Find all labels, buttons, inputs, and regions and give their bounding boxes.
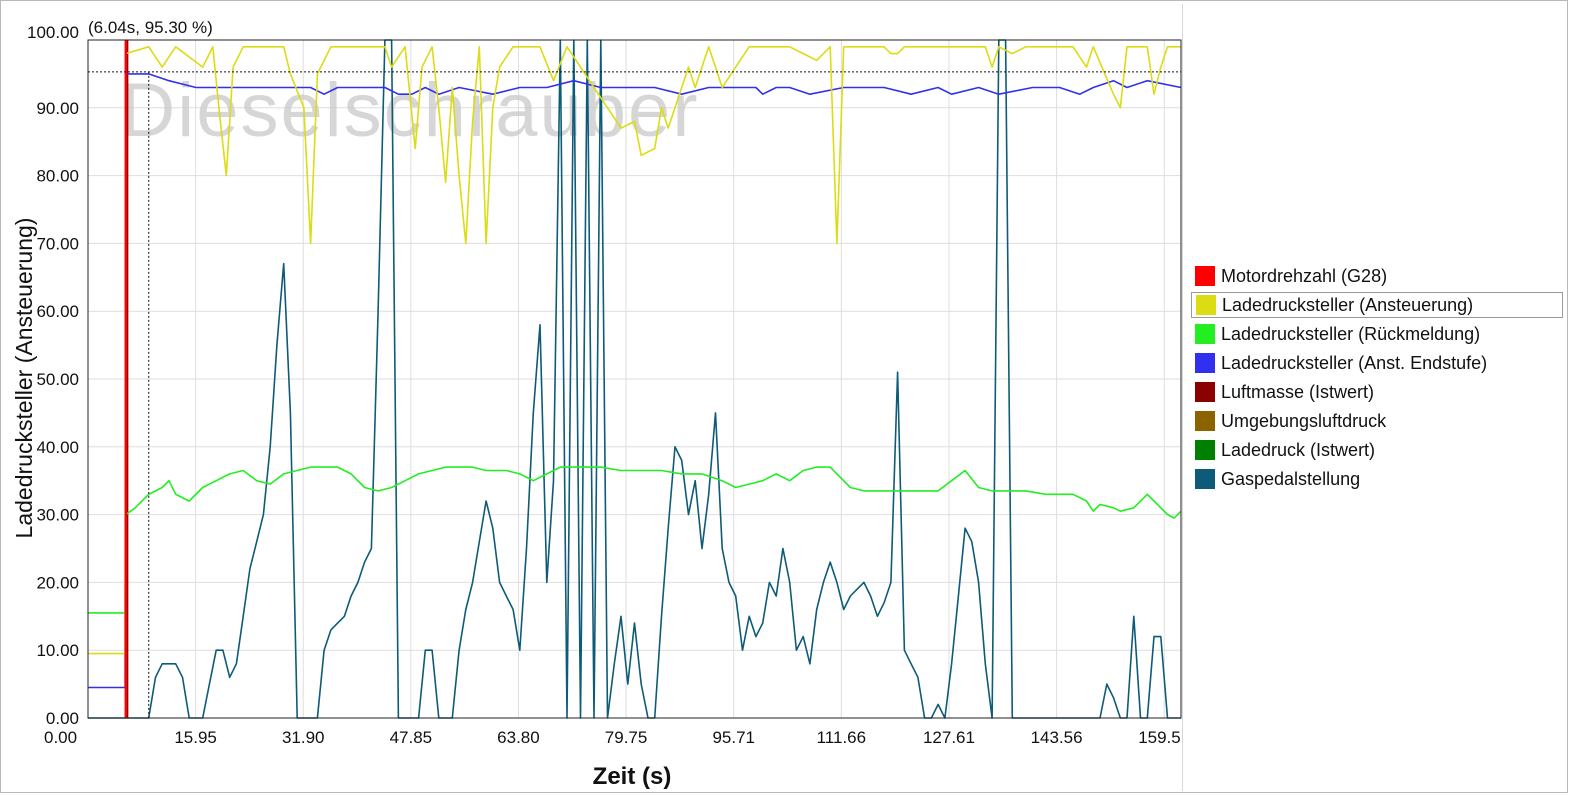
- grid: [88, 40, 1181, 718]
- watermark: Dieselschrauber: [120, 68, 699, 153]
- legend-swatch: [1195, 324, 1215, 344]
- legend-item[interactable]: Ladedruck (Istwert): [1191, 437, 1563, 463]
- legend-label: Ladedrucksteller (Ansteuerung): [1222, 294, 1474, 315]
- cursor-layer: [88, 71, 1181, 718]
- x-axis-label: Zeit (s): [593, 763, 672, 790]
- y-tick-label: 40.00: [36, 438, 79, 457]
- y-tick-label: 60.00: [36, 302, 79, 321]
- x-tick-label: 47.85: [390, 728, 433, 747]
- legend-swatch: [1195, 266, 1215, 286]
- legend: Motordrehzahl (G28) Ladedrucksteller (Ans…: [1182, 4, 1567, 791]
- x-tick-label: 31.90: [282, 728, 325, 747]
- y-tick-label: 100.00: [27, 23, 79, 42]
- legend-swatch: [1195, 469, 1215, 489]
- legend-item[interactable]: Motordrehzahl (G28): [1191, 263, 1563, 289]
- legend-item[interactable]: Ladedrucksteller (Ansteuerung): [1191, 292, 1563, 318]
- series-line-ladedrucksteller-r-ckmeldung: [88, 466, 1182, 614]
- legend-swatch: [1195, 382, 1215, 402]
- y-tick-label: 0.00: [46, 709, 79, 728]
- series-line-ladedrucksteller-anst-endstufe: [88, 73, 1182, 689]
- legend-item[interactable]: Ladedrucksteller (Rückmeldung): [1191, 321, 1563, 347]
- legend-swatch: [1195, 440, 1215, 460]
- x-ticks: 0.00 15.95 31.90 47.85 63.80 79.75 95.71 111.66…: [44, 728, 1182, 747]
- x-tick-label: 159.51: [1138, 728, 1182, 747]
- x-tick-label: 79.75: [605, 728, 648, 747]
- legend-swatch: [1195, 353, 1215, 373]
- x-tick-label: 95.71: [712, 728, 755, 747]
- y-ticks: 0.00 10.00 20.00 30.00 40.00 50.00 60.00 70.00 8…: [27, 23, 79, 728]
- series-layer: [88, 39, 1182, 719]
- legend-item[interactable]: Gaspedalstellung: [1191, 466, 1563, 492]
- series-line-ladedrucksteller-ansteuerung: [88, 46, 1181, 655]
- legend-label: Luftmasse (Istwert): [1221, 381, 1375, 402]
- x-tick-label: 0.00: [44, 728, 77, 747]
- chart: Dieselschrauber 0.00 15.95 31.90 47.85 63.80…: [11, 18, 1182, 790]
- x-tick-label: 143.56: [1031, 728, 1083, 747]
- legend-label: Umgebungsluftdruck: [1221, 410, 1387, 431]
- y-tick-label: 20.00: [36, 573, 79, 592]
- legend-swatch: [1195, 411, 1215, 431]
- y-tick-label: 10.00: [36, 641, 79, 660]
- y-tick-label: 90.00: [36, 99, 79, 118]
- legend-swatch: [1196, 295, 1216, 315]
- legend-item[interactable]: Umgebungsluftdruck: [1191, 408, 1563, 434]
- y-tick-label: 50.00: [36, 370, 79, 389]
- y-tick-label: 70.00: [36, 234, 79, 253]
- legend-label: Ladedruck (Istwert): [1221, 439, 1376, 460]
- legend-label: Ladedrucksteller (Anst. Endstufe): [1221, 352, 1488, 373]
- legend-item[interactable]: Luftmasse (Istwert): [1191, 379, 1563, 405]
- legend-label: Gaspedalstellung: [1221, 468, 1361, 489]
- series-line-gaspedalstellung: [88, 39, 1181, 719]
- legend-label: Ladedrucksteller (Rückmeldung): [1221, 323, 1481, 344]
- y-tick-label: 80.00: [36, 167, 79, 186]
- y-axis-label: Ladedrucksteller (Ansteuerung): [11, 218, 37, 539]
- x-tick-label: 127.61: [923, 728, 975, 747]
- y-tick-label: 30.00: [36, 506, 79, 525]
- cursor-readout: (6.04s, 95.30 %): [88, 18, 213, 37]
- legend-item[interactable]: Ladedrucksteller (Anst. Endstufe): [1191, 350, 1563, 376]
- x-tick-label: 111.66: [817, 728, 866, 747]
- plot-area-border: [87, 39, 1182, 719]
- x-tick-label: 63.80: [497, 728, 540, 747]
- legend-label: Motordrehzahl (G28): [1221, 265, 1388, 286]
- x-tick-label: 15.95: [174, 728, 217, 747]
